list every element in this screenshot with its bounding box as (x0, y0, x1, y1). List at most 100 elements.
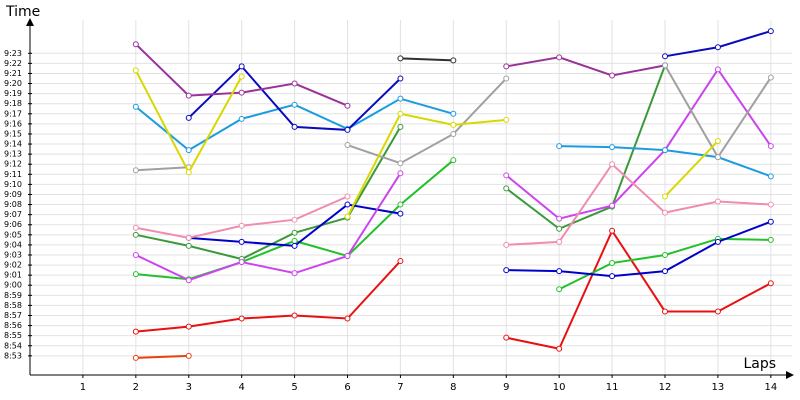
point (662, 62, 668, 69)
point (767, 201, 774, 208)
point (397, 160, 404, 167)
x-tick-label: 8 (450, 382, 456, 393)
point (450, 130, 457, 137)
point (132, 224, 139, 231)
point (132, 67, 139, 74)
y-tick-label: 8:55 (4, 331, 22, 340)
x-tick-label: 6 (344, 382, 350, 393)
point (662, 268, 668, 275)
point (238, 115, 245, 122)
point (556, 286, 563, 293)
y-tick-label: 9:11 (4, 170, 22, 179)
point (397, 210, 404, 217)
point (767, 173, 774, 180)
point (238, 259, 245, 266)
y-tick-label: 9:15 (4, 129, 22, 138)
point (450, 110, 457, 117)
x-tick-label: 9 (503, 382, 509, 393)
x-tick-label: 13 (712, 382, 725, 393)
point (397, 75, 404, 82)
point (185, 323, 192, 330)
point (714, 198, 721, 205)
point (503, 241, 510, 248)
y-tick-label: 9:12 (4, 160, 22, 169)
y-tick-label: 8:53 (4, 351, 22, 360)
point (609, 227, 616, 234)
point (185, 242, 192, 249)
point (556, 54, 563, 61)
point (556, 225, 563, 232)
point (344, 213, 351, 220)
series-line (400, 57, 454, 62)
y-tick-label: 9:22 (4, 59, 22, 68)
point (291, 80, 298, 87)
point (503, 63, 510, 70)
point (609, 144, 616, 151)
y-tick-label: 8:56 (4, 321, 22, 330)
point (767, 280, 774, 287)
x-arrow (786, 371, 794, 379)
point (344, 315, 351, 322)
point (609, 202, 616, 209)
point (291, 242, 298, 249)
point (397, 110, 404, 117)
y-tick-label: 9:10 (4, 180, 22, 189)
point (185, 169, 192, 176)
point (556, 143, 563, 150)
point (291, 101, 298, 108)
point (291, 216, 298, 223)
y-tick-label: 8:54 (4, 341, 22, 350)
point (397, 170, 404, 177)
point (609, 161, 616, 168)
point (503, 116, 510, 123)
point (344, 102, 351, 109)
y-tick-label: 9:08 (4, 200, 22, 209)
point (662, 193, 668, 200)
y-tick-label: 9:04 (4, 240, 22, 249)
point (503, 172, 510, 179)
y-tick-label: 8:58 (4, 301, 22, 310)
point (556, 215, 563, 222)
point (185, 234, 192, 241)
point (714, 44, 721, 51)
point (185, 352, 192, 359)
series-line (135, 67, 772, 282)
x-tick-label: 14 (764, 382, 777, 393)
point (714, 308, 721, 315)
x-tick-label: 5 (291, 382, 297, 393)
point (662, 147, 668, 154)
point (609, 72, 616, 79)
point (397, 201, 404, 208)
point (291, 237, 298, 244)
x-tick-label: 11 (606, 382, 619, 393)
y-tick-label: 9:17 (4, 109, 22, 118)
x-tick-label: 12 (659, 382, 672, 393)
point (397, 258, 404, 265)
point (238, 222, 245, 229)
y-tick-label: 9:14 (4, 140, 22, 149)
point (291, 312, 298, 319)
y-tick-label: 9:02 (4, 261, 22, 270)
point (714, 238, 721, 245)
y-tick-label: 9:06 (4, 220, 22, 229)
point (344, 142, 351, 149)
y-axis-title: Time (5, 4, 40, 20)
point (662, 209, 668, 216)
point (132, 328, 139, 335)
series-line (135, 65, 666, 261)
x-tick-label: 2 (133, 382, 139, 393)
point (291, 123, 298, 130)
point (609, 273, 616, 280)
point (344, 126, 351, 133)
point (344, 252, 351, 259)
point (662, 308, 668, 315)
y-tick-label: 9:19 (4, 89, 22, 98)
point (132, 167, 139, 174)
point (344, 201, 351, 208)
point (556, 345, 563, 352)
x-tick-label: 7 (397, 382, 403, 393)
point (503, 334, 510, 341)
point (185, 277, 192, 284)
point (662, 53, 668, 60)
